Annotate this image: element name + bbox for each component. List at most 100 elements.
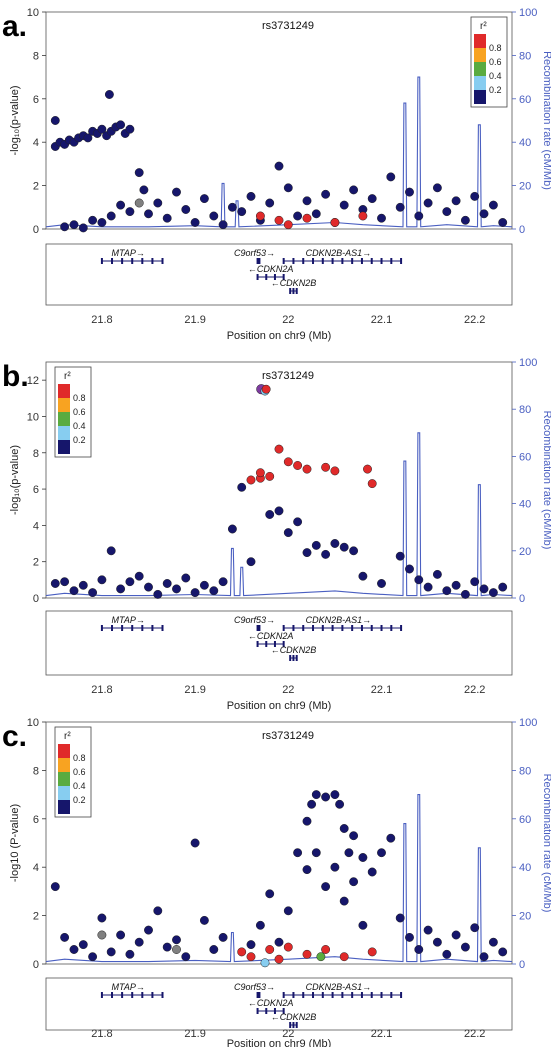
snp-point [283,942,293,952]
snp-point [97,913,107,923]
snp-point [344,848,354,858]
snp-point [432,569,442,579]
snp-point [274,215,284,225]
gene-exon [341,992,344,998]
snp-point [311,540,321,550]
snp-point [246,475,256,485]
snp-point [339,896,349,906]
snp-point [367,194,377,204]
lead-snp-point [261,384,271,394]
y-right-tick-label: 20 [519,546,531,558]
x-tick-label: 21.8 [91,1028,112,1040]
y-tick-label: 6 [33,94,39,106]
snp-point [246,952,256,962]
gene-exon [295,1022,298,1028]
snp-point [78,223,88,233]
snp-point [358,853,368,862]
snp-point [237,207,247,217]
gene-exon [321,258,324,264]
gene-label: ←CDKN2A [248,631,294,641]
legend-swatch [474,90,486,104]
x-axis-label: Position on chr9 (Mb) [227,700,332,712]
gene-exon [390,258,393,264]
gene-exon [273,274,276,280]
gene-exon [121,625,124,631]
gene-exon [121,992,124,998]
snp-point [274,161,284,171]
gene-exon [400,992,403,998]
snp-point [199,580,209,590]
x-tick-label: 21.9 [184,684,205,696]
snp-point [307,799,317,809]
gene-exon [360,258,363,264]
snp-point [190,588,200,598]
gene-exon [292,992,295,998]
x-tick-label: 22.2 [464,1028,485,1040]
gene-label: MTAP→ [112,615,145,625]
gene-exon [321,992,324,998]
snp-point [246,557,256,567]
x-tick-label: 21.8 [91,684,112,696]
legend-label: 0.4 [489,71,502,81]
y-tick-label: 10 [27,411,39,423]
snp-point [479,584,489,594]
snp-point [106,947,116,957]
gene-label: C9orf53→ [234,615,275,625]
y-tick-label: 0 [33,593,39,605]
gene-label: ←CDKN2B [271,645,317,655]
snp-point [293,848,303,858]
snp-point [246,191,256,201]
y-tick-label: 0 [33,959,39,971]
snp-point [293,461,303,470]
chart-title: rs3731249 [262,20,314,32]
snp-point [162,942,172,952]
y-right-tick-label: 80 [519,404,531,416]
snp-point [60,932,70,942]
gene-label: C9orf53→ [234,982,275,992]
legend-label: 0.4 [73,421,86,431]
snp-point [293,211,303,221]
x-tick-label: 21.9 [184,314,205,326]
y-tick-label: 2 [33,911,39,923]
snp-point [330,790,340,800]
gene-label: CDKN2B-AS1→ [306,982,372,992]
recombination-line [45,76,513,228]
gene-exon [141,992,144,998]
legend-swatch [58,800,70,814]
snp-point [470,191,480,201]
snp-point [498,218,508,227]
gene-exon [312,992,315,998]
snp-point [283,528,293,538]
y-right-axis-label: Recombination rate (cM/Mb) [541,411,551,550]
snp-point [460,589,470,599]
y-right-tick-label: 100 [519,717,537,729]
gene-exon [380,992,383,998]
gene-exon [370,625,373,631]
snp-point [69,220,79,230]
snp-point [106,546,116,556]
snp-point [349,546,359,556]
gene-exon [131,625,134,631]
gene-label: ←CDKN2B [271,1012,317,1022]
snp-point [405,564,414,574]
legend-swatch [474,34,486,48]
legend-title: r² [64,371,71,382]
gene-exon [256,1008,259,1014]
snp-point [209,586,219,596]
y-axis-label: -log10 (P-value) [9,804,21,882]
recombination-line [45,794,513,963]
snp-point [442,586,452,596]
gene-exon [295,655,298,661]
gene-exon [111,992,114,998]
snp-point [349,877,359,887]
gene-exon [289,1022,292,1028]
x-tick-label: 22 [282,1028,294,1040]
snp-point [50,882,60,892]
gene-label: MTAP→ [112,248,145,258]
y-right-tick-label: 100 [519,7,537,19]
x-tick-label: 22 [282,684,294,696]
snp-point [265,889,275,899]
gene-exon [331,625,334,631]
